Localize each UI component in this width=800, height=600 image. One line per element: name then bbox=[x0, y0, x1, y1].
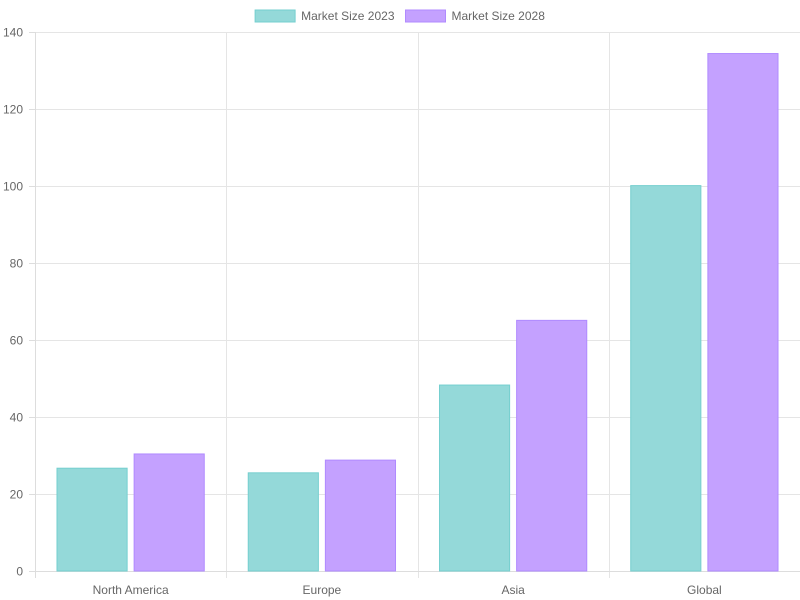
x-tick-label: Europe bbox=[303, 583, 342, 597]
x-tick-label: Asia bbox=[501, 583, 525, 597]
x-axis-ticks: North America Europe Asia Global bbox=[93, 583, 722, 597]
bars bbox=[56, 53, 779, 572]
legend-label-1[interactable]: Market Size 2023 bbox=[301, 9, 395, 23]
y-tick-label: 80 bbox=[10, 257, 24, 271]
bar-asia-series-2[interactable] bbox=[516, 319, 588, 572]
legend-swatch-2[interactable] bbox=[405, 9, 446, 23]
legend-label-2[interactable]: Market Size 2028 bbox=[452, 9, 546, 23]
bar-europe-series-1[interactable] bbox=[247, 472, 319, 572]
bar-asia-series-1[interactable] bbox=[438, 384, 511, 572]
y-axis-ticks: 0 20 40 60 80 100 120 140 bbox=[3, 26, 23, 579]
y-tick-label: 100 bbox=[3, 180, 23, 194]
y-tick-label: 0 bbox=[16, 565, 23, 579]
y-tick-label: 20 bbox=[10, 488, 24, 502]
bar-global-series-2[interactable] bbox=[707, 53, 779, 572]
bar-global-series-1[interactable] bbox=[630, 185, 702, 572]
x-tick-label: North America bbox=[93, 583, 169, 597]
legend: Market Size 2023 Market Size 2028 bbox=[254, 9, 546, 23]
y-tick-label: 140 bbox=[3, 26, 23, 40]
bar-north-america-series-2[interactable] bbox=[133, 453, 205, 572]
legend-swatch-1[interactable] bbox=[254, 9, 296, 23]
bar-europe-series-2[interactable] bbox=[324, 459, 397, 572]
bar-north-america-series-1[interactable] bbox=[56, 467, 128, 572]
y-tick-label: 40 bbox=[10, 411, 24, 425]
y-tick-label: 120 bbox=[3, 103, 23, 117]
x-tick-label: Global bbox=[687, 583, 722, 597]
grid-lines bbox=[35, 32, 800, 578]
y-tick-label: 60 bbox=[10, 334, 24, 348]
